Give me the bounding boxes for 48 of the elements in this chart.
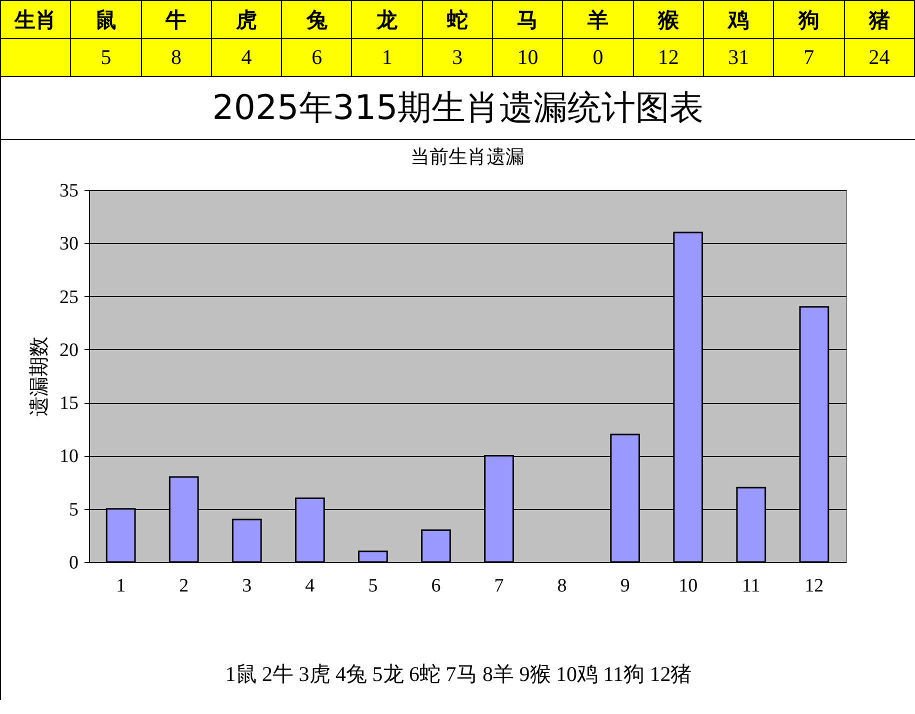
data-label: 8 [141,38,212,76]
data-label: 10 [492,38,563,76]
data-label: 1 [352,38,422,76]
data-label: 6 [282,38,352,76]
y-axis-title: 遗漏期数 [28,336,50,416]
x-tick-label: 5 [368,576,378,596]
y-tick-label: 35 [60,180,78,202]
data-label: 4 [211,38,282,76]
category-label: 鸡 [703,0,774,38]
y-tick-label: 0 [69,552,78,574]
y-tick-label: 25 [60,286,78,308]
category-label: 龙 [352,0,422,38]
y-tick-label: 5 [69,499,78,520]
x-tick-label: 3 [242,576,252,596]
x-tick-label: 10 [678,576,698,596]
x-tick-label: 4 [305,576,316,596]
category-label: 马 [492,0,563,38]
data-label: 3 [422,38,493,76]
x-tick-label: 12 [804,576,824,596]
category-label: 虎 [211,0,282,38]
x-tick-label: 1 [116,576,126,596]
category-label: 猴 [633,0,704,38]
data-label: 7 [774,38,844,76]
text: 1鼠 2牛 3虎 4兔 5龙 6蛇 7马 8羊 9猴 10鸡 11狗 12猪 [224,661,693,688]
x-tick-label: 6 [431,576,441,596]
category-label: 蛇 [422,0,493,38]
x-tick-label: 9 [620,576,630,596]
data-label: 31 [703,38,774,76]
category-label: 鼠 [70,0,142,38]
category-label: 兔 [282,0,352,38]
category-label: 羊 [562,0,634,38]
category-label: 牛 [141,0,212,38]
chart-title: 2025年315期生肖遗漏统计图表 [0,77,915,139]
y-tick-label: 10 [60,446,78,468]
data-label: 0 [562,38,634,76]
data-label: 24 [844,38,914,76]
x-tick-label: 11 [742,576,760,596]
text: 生肖 [0,0,71,38]
y-tick-label: 20 [60,340,78,361]
x-tick-label: 8 [557,576,567,596]
category-label: 猪 [844,0,914,38]
data-label: 12 [633,38,704,76]
x-tick-label: 7 [494,576,504,596]
y-tick-label: 15 [60,393,78,414]
chart-subtitle: 当前生肖遗漏 [410,147,524,168]
category-label: 狗 [774,0,844,38]
x-tick-label: 2 [179,576,189,596]
y-tick-label: 30 [60,234,78,255]
